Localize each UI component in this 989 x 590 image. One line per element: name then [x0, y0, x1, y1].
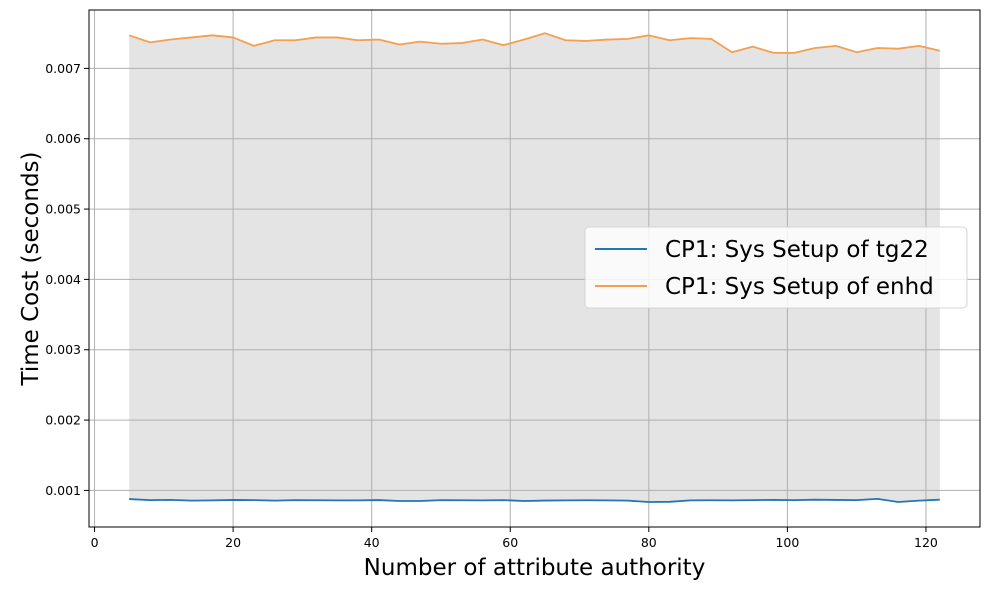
legend-label-enhd: CP1: Sys Setup of enhd: [665, 274, 934, 300]
x-tick-label: 80: [641, 535, 657, 550]
fill-between-layer: [129, 33, 940, 503]
y-axis-label: Time Cost (seconds): [18, 152, 44, 387]
legend: CP1: Sys Setup of tg22 CP1: Sys Setup of…: [584, 226, 968, 309]
y-tick-label: 0.005: [45, 202, 81, 217]
legend-box: [584, 226, 968, 309]
x-axis-label: Number of attribute authority: [364, 555, 706, 581]
tick-layer: 0 20 40 60 80 100 120 0.001 0.002 0.003 0.004 0.005…: [45, 61, 938, 550]
fill-between-area: [129, 33, 940, 503]
y-tick-label: 0.006: [45, 131, 81, 146]
x-tick-label: 60: [502, 535, 518, 550]
y-tick-label: 0.001: [45, 483, 81, 498]
y-tick-label: 0.003: [45, 342, 81, 357]
plot-frame: [88, 9, 981, 528]
series-line-1: [128, 32, 941, 54]
y-tick-label: 0.004: [45, 272, 81, 287]
x-tick-label: 40: [364, 535, 380, 550]
series-layer: [128, 32, 941, 503]
x-tick-label: 0: [91, 535, 99, 550]
x-tick-label: 100: [775, 535, 799, 550]
x-tick-label: 20: [225, 535, 241, 550]
y-tick-label: 0.002: [45, 413, 81, 428]
series-line-0: [129, 497, 940, 503]
legend-label-tg22: CP1: Sys Setup of tg22: [665, 237, 929, 263]
y-tick-label: 0.007: [45, 61, 81, 76]
x-tick-label: 120: [914, 535, 938, 550]
